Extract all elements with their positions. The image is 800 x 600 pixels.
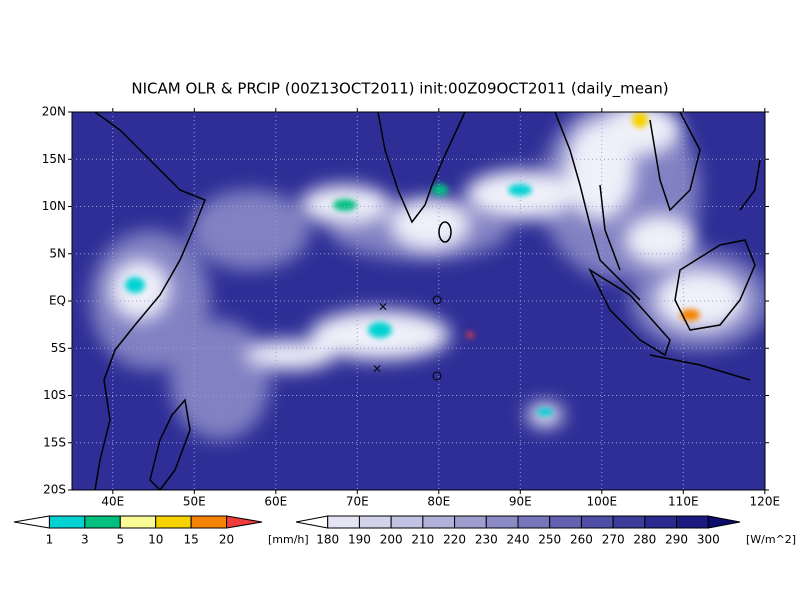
lat-tick-label: 10S bbox=[43, 388, 66, 402]
legend-swatch bbox=[13, 515, 50, 529]
lat-tick-label: EQ bbox=[49, 294, 66, 308]
legend-swatch bbox=[358, 515, 392, 529]
lon-tick-label: 50E bbox=[183, 495, 206, 509]
legend-level: 210 bbox=[411, 533, 434, 547]
legend-level: 300 bbox=[697, 533, 720, 547]
legend-level: 240 bbox=[507, 533, 530, 547]
legend-level: 1 bbox=[46, 533, 54, 547]
marker-x: × bbox=[378, 300, 388, 314]
legend-level: 230 bbox=[475, 533, 498, 547]
legend-swatch bbox=[119, 515, 157, 529]
legend-unit: [mm/h] bbox=[268, 533, 309, 546]
coastlines bbox=[94, 112, 761, 490]
lat-tick-label: 5S bbox=[51, 341, 66, 355]
legend-swatch bbox=[327, 515, 360, 529]
lat-tick-label: 5N bbox=[49, 246, 66, 260]
legend-swatch bbox=[454, 515, 487, 529]
lat-tick-label: 15N bbox=[42, 152, 66, 166]
lon-tick-label: 100E bbox=[587, 495, 618, 509]
legend-swatch bbox=[676, 515, 709, 529]
lon-tick-label: 70E bbox=[346, 495, 369, 509]
legend-level: 15 bbox=[184, 533, 199, 547]
legend-swatch bbox=[84, 515, 121, 529]
lat-tick-label: 20N bbox=[42, 105, 66, 119]
lat-tick-label: 20S bbox=[43, 483, 66, 497]
legend-level: 290 bbox=[665, 533, 688, 547]
legend-level: 220 bbox=[443, 533, 466, 547]
marker-o bbox=[432, 371, 442, 381]
lon-tick-label: 90E bbox=[509, 495, 532, 509]
title: NICAM OLR & PRCIP (00Z13OCT2011) init:00… bbox=[131, 80, 668, 99]
legend-level: 200 bbox=[380, 533, 403, 547]
marker-x: × bbox=[372, 362, 382, 376]
legend-swatch bbox=[226, 515, 263, 529]
lon-tick-label: 80E bbox=[427, 495, 450, 509]
legend-level: 20 bbox=[219, 533, 234, 547]
legend-swatch bbox=[707, 515, 741, 529]
legend-swatch bbox=[190, 515, 228, 529]
axes: 20N 15N 10N 5N EQ 5S 10S 15S 20S 40E 50E 60E 70E 80E 9… bbox=[42, 105, 780, 509]
grid bbox=[72, 112, 765, 490]
legend-swatch bbox=[549, 515, 582, 529]
legend-level: 250 bbox=[538, 533, 561, 547]
legend-swatch bbox=[517, 515, 551, 529]
olr-legend: 180 190 200 210 220 230 240 250 260 270 280 290 300 [… bbox=[295, 515, 796, 547]
legend-swatch bbox=[295, 515, 329, 529]
legend-level: 10 bbox=[148, 533, 163, 547]
lat-tick-label: 15S bbox=[43, 435, 66, 449]
lat-tick-label: 10N bbox=[42, 199, 66, 213]
precip-legend: 1 3 5 10 15 20 [mm/h] bbox=[13, 515, 309, 547]
marker-o bbox=[432, 295, 442, 305]
legend-swatch bbox=[580, 515, 614, 529]
legend-swatch bbox=[644, 515, 678, 529]
lon-tick-label: 60E bbox=[264, 495, 287, 509]
legend-level: 260 bbox=[570, 533, 593, 547]
legend-unit: [W/m^2] bbox=[746, 533, 796, 546]
lon-tick-label: 40E bbox=[101, 495, 124, 509]
legend-level: 270 bbox=[602, 533, 625, 547]
legend-swatch bbox=[422, 515, 456, 529]
legend-level: 180 bbox=[316, 533, 339, 547]
legend-swatch bbox=[485, 515, 519, 529]
lon-tick-label: 120E bbox=[750, 495, 781, 509]
legend-level: 3 bbox=[81, 533, 89, 547]
legend-swatch bbox=[612, 515, 646, 529]
legends: 1 3 5 10 15 20 [mm/h] 180 190 200 210 220 230 240 250 2… bbox=[13, 515, 796, 547]
legend-level: 5 bbox=[116, 533, 124, 547]
legend-swatch bbox=[48, 515, 86, 529]
legend-swatch bbox=[155, 515, 192, 529]
legend-swatch bbox=[390, 515, 424, 529]
legend-level: 280 bbox=[633, 533, 656, 547]
lon-tick-label: 110E bbox=[668, 495, 699, 509]
legend-level: 190 bbox=[348, 533, 371, 547]
map-field: × × bbox=[72, 112, 765, 490]
